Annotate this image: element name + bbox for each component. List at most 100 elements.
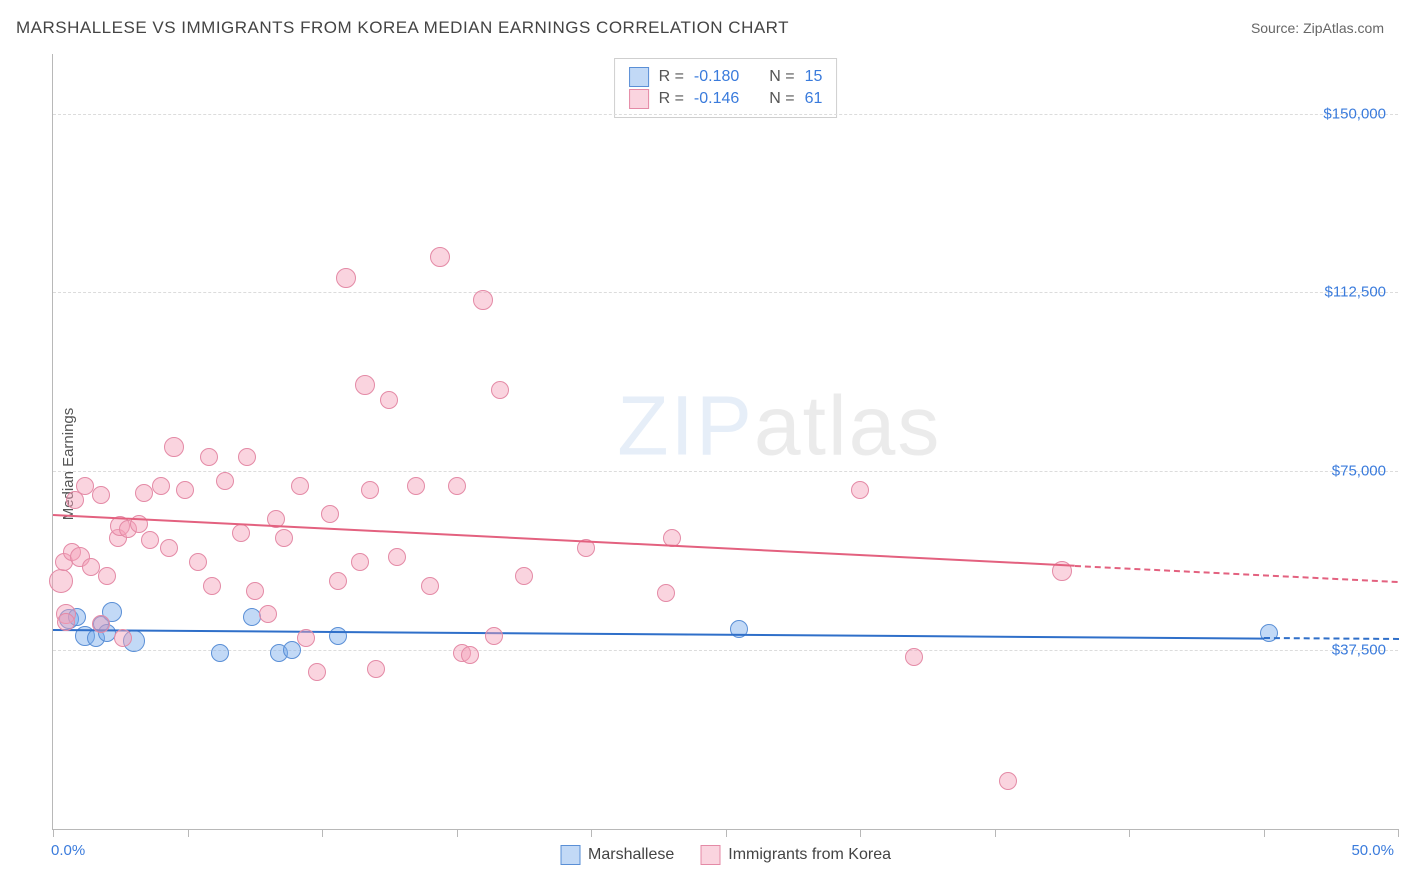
x-tick	[188, 829, 189, 837]
scatter-point	[336, 268, 356, 288]
plot-area: ZIPatlas R = -0.180 N = 15 R = -0.146 N = 6…	[52, 54, 1398, 830]
scatter-point	[189, 553, 207, 571]
legend-item: Immigrants from Korea	[700, 845, 891, 865]
trend-line	[53, 629, 1263, 640]
legend-item: Marshallese	[560, 845, 674, 865]
scatter-point	[491, 381, 509, 399]
legend-label: Marshallese	[588, 846, 674, 864]
x-tick	[726, 829, 727, 837]
n-value: 61	[805, 90, 823, 108]
legend-swatch	[700, 845, 720, 865]
x-min-label: 0.0%	[51, 842, 85, 859]
scatter-point	[246, 582, 264, 600]
legend: Marshallese Immigrants from Korea	[560, 845, 891, 865]
scatter-point	[152, 477, 170, 495]
n-label: N =	[769, 68, 794, 86]
scatter-point	[76, 477, 94, 495]
scatter-point	[461, 646, 479, 664]
scatter-point	[92, 615, 110, 633]
scatter-point	[329, 627, 347, 645]
scatter-point	[211, 644, 229, 662]
scatter-point	[160, 539, 178, 557]
scatter-point	[238, 448, 256, 466]
scatter-point	[407, 477, 425, 495]
scatter-point	[92, 486, 110, 504]
scatter-point	[216, 472, 234, 490]
scatter-point	[355, 375, 375, 395]
scatter-point	[49, 569, 73, 593]
x-tick	[1129, 829, 1130, 837]
scatter-point	[114, 629, 132, 647]
scatter-point	[82, 558, 100, 576]
scatter-point	[308, 663, 326, 681]
x-tick	[1398, 829, 1399, 837]
x-tick	[860, 829, 861, 837]
scatter-point	[321, 505, 339, 523]
watermark-thin: atlas	[754, 379, 941, 473]
series-swatch	[629, 89, 649, 109]
source-prefix: Source:	[1251, 20, 1303, 36]
chart-title: MARSHALLESE VS IMMIGRANTS FROM KOREA MED…	[16, 18, 789, 38]
n-label: N =	[769, 90, 794, 108]
scatter-point	[473, 290, 493, 310]
x-tick	[995, 829, 996, 837]
correlation-stats-box: R = -0.180 N = 15 R = -0.146 N = 61	[614, 58, 838, 118]
r-label: R =	[659, 68, 684, 86]
trend-line	[1075, 565, 1398, 583]
scatter-point	[905, 648, 923, 666]
scatter-point	[259, 605, 277, 623]
scatter-point	[485, 627, 503, 645]
series-swatch	[629, 67, 649, 87]
scatter-point	[1260, 624, 1278, 642]
y-tick-label: $37,500	[1332, 642, 1386, 659]
watermark-bold: ZIP	[617, 379, 754, 473]
scatter-point	[851, 481, 869, 499]
gridline	[53, 650, 1398, 651]
scatter-point	[200, 448, 218, 466]
scatter-point	[291, 477, 309, 495]
stats-row: R = -0.146 N = 61	[629, 89, 823, 109]
r-value: -0.146	[694, 90, 739, 108]
r-label: R =	[659, 90, 684, 108]
scatter-point	[243, 608, 261, 626]
r-value: -0.180	[694, 68, 739, 86]
scatter-point	[232, 524, 250, 542]
scatter-point	[361, 481, 379, 499]
scatter-point	[421, 577, 439, 595]
y-tick-label: $112,500	[1325, 284, 1386, 301]
y-tick-label: $75,000	[1332, 463, 1386, 480]
source-name: ZipAtlas.com	[1303, 20, 1384, 36]
scatter-point	[657, 584, 675, 602]
scatter-point	[141, 531, 159, 549]
chart-container: Median Earnings ZIPatlas R = -0.180N = 1…	[16, 54, 1398, 874]
scatter-point	[380, 391, 398, 409]
x-tick	[457, 829, 458, 837]
gridline	[53, 471, 1398, 472]
stats-row: R = -0.180 N = 15	[629, 67, 823, 87]
scatter-point	[388, 548, 406, 566]
scatter-point	[430, 247, 450, 267]
x-max-label: 50.0%	[1351, 842, 1394, 859]
gridline	[53, 114, 1398, 115]
scatter-point	[98, 567, 116, 585]
x-tick	[591, 829, 592, 837]
x-tick	[53, 829, 54, 837]
trend-line	[1263, 637, 1398, 640]
scatter-point	[164, 437, 184, 457]
scatter-point	[176, 481, 194, 499]
source-attribution: Source: ZipAtlas.com	[1251, 20, 1384, 36]
x-tick	[1264, 829, 1265, 837]
n-value: 15	[805, 68, 823, 86]
scatter-point	[999, 772, 1017, 790]
legend-swatch	[560, 845, 580, 865]
gridline	[53, 292, 1398, 293]
scatter-point	[515, 567, 533, 585]
watermark: ZIPatlas	[617, 378, 941, 475]
scatter-point	[351, 553, 369, 571]
scatter-point	[329, 572, 347, 590]
legend-label: Immigrants from Korea	[728, 846, 891, 864]
x-tick	[322, 829, 323, 837]
scatter-point	[367, 660, 385, 678]
scatter-point	[448, 477, 466, 495]
scatter-point	[275, 529, 293, 547]
